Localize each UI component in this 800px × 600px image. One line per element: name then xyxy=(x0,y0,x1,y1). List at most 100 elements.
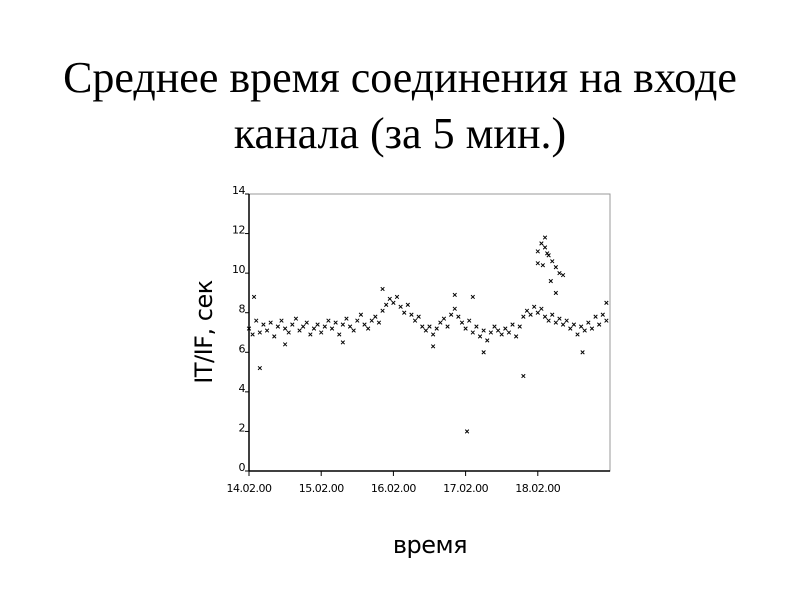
point xyxy=(416,314,421,319)
point xyxy=(279,318,284,323)
point xyxy=(521,314,526,319)
point xyxy=(464,429,470,434)
y-tick-label: 10 xyxy=(232,263,245,276)
x-tick-label: 15.02.00 xyxy=(299,482,344,495)
point xyxy=(481,328,486,333)
point xyxy=(319,330,324,335)
point xyxy=(300,324,306,329)
point xyxy=(474,324,479,329)
point xyxy=(604,300,609,305)
point xyxy=(326,318,331,323)
point xyxy=(351,328,356,333)
point xyxy=(542,314,548,319)
point xyxy=(560,322,566,327)
point xyxy=(553,290,559,296)
point xyxy=(528,312,533,317)
y-tick-label: 6 xyxy=(239,342,246,355)
point xyxy=(492,324,497,329)
point xyxy=(384,302,389,307)
point xyxy=(362,322,367,327)
point xyxy=(503,326,508,331)
point xyxy=(564,318,569,323)
point xyxy=(557,270,562,276)
point xyxy=(250,332,255,337)
point xyxy=(580,350,585,355)
point xyxy=(568,326,573,331)
point xyxy=(463,326,468,331)
point xyxy=(546,253,551,258)
point xyxy=(438,320,443,325)
point xyxy=(571,322,577,327)
point xyxy=(445,324,450,329)
point xyxy=(430,332,436,337)
point xyxy=(355,318,360,323)
point xyxy=(409,312,414,317)
point xyxy=(246,326,252,331)
point xyxy=(412,318,418,323)
point xyxy=(402,310,407,315)
y-tick-label: 8 xyxy=(239,303,246,316)
point xyxy=(575,332,580,337)
point xyxy=(394,294,400,300)
x-tick-label: 17.02.00 xyxy=(443,482,488,495)
point xyxy=(311,326,317,331)
y-tick-label: 4 xyxy=(239,382,246,395)
point xyxy=(304,320,309,325)
point xyxy=(535,310,540,315)
point xyxy=(452,306,457,311)
point xyxy=(539,241,544,246)
point xyxy=(550,312,555,317)
y-tick-label: 14 xyxy=(232,184,245,197)
point xyxy=(427,324,432,329)
y-tick-label: 0 xyxy=(239,461,246,474)
point xyxy=(578,324,584,329)
point xyxy=(495,328,501,333)
point xyxy=(405,302,410,307)
point xyxy=(308,332,313,337)
point xyxy=(257,365,262,371)
point xyxy=(380,308,385,313)
point xyxy=(333,320,338,325)
x-axis-label: время xyxy=(393,531,467,559)
point xyxy=(542,235,548,240)
point xyxy=(485,338,490,343)
point xyxy=(546,318,551,323)
point xyxy=(261,322,266,327)
point xyxy=(456,314,461,319)
point xyxy=(589,326,595,331)
point xyxy=(600,312,605,317)
point xyxy=(369,318,374,323)
point xyxy=(430,344,436,349)
point xyxy=(532,304,537,309)
point xyxy=(347,324,353,329)
point xyxy=(524,308,530,313)
x-tick-label: 14.02.00 xyxy=(227,482,272,495)
point xyxy=(268,320,273,325)
point xyxy=(557,316,562,321)
chart-title: Среднее время соединения на входе канала… xyxy=(63,53,737,158)
point xyxy=(272,334,277,339)
point xyxy=(391,300,396,305)
point xyxy=(470,294,475,300)
point xyxy=(358,312,364,317)
y-tick-label: 12 xyxy=(232,224,245,237)
point xyxy=(540,263,546,268)
point xyxy=(423,328,429,333)
point xyxy=(586,320,591,325)
point xyxy=(380,286,385,292)
point xyxy=(470,330,475,335)
point xyxy=(365,326,371,331)
point xyxy=(488,330,494,335)
point xyxy=(282,342,288,347)
point xyxy=(582,328,587,333)
point xyxy=(459,320,465,325)
point xyxy=(550,259,555,264)
point xyxy=(597,322,602,327)
point xyxy=(542,245,548,250)
point xyxy=(521,373,526,379)
y-axis-label: IT/IF, сек xyxy=(190,280,218,383)
point xyxy=(387,296,392,302)
point xyxy=(275,324,281,329)
point xyxy=(315,322,320,327)
